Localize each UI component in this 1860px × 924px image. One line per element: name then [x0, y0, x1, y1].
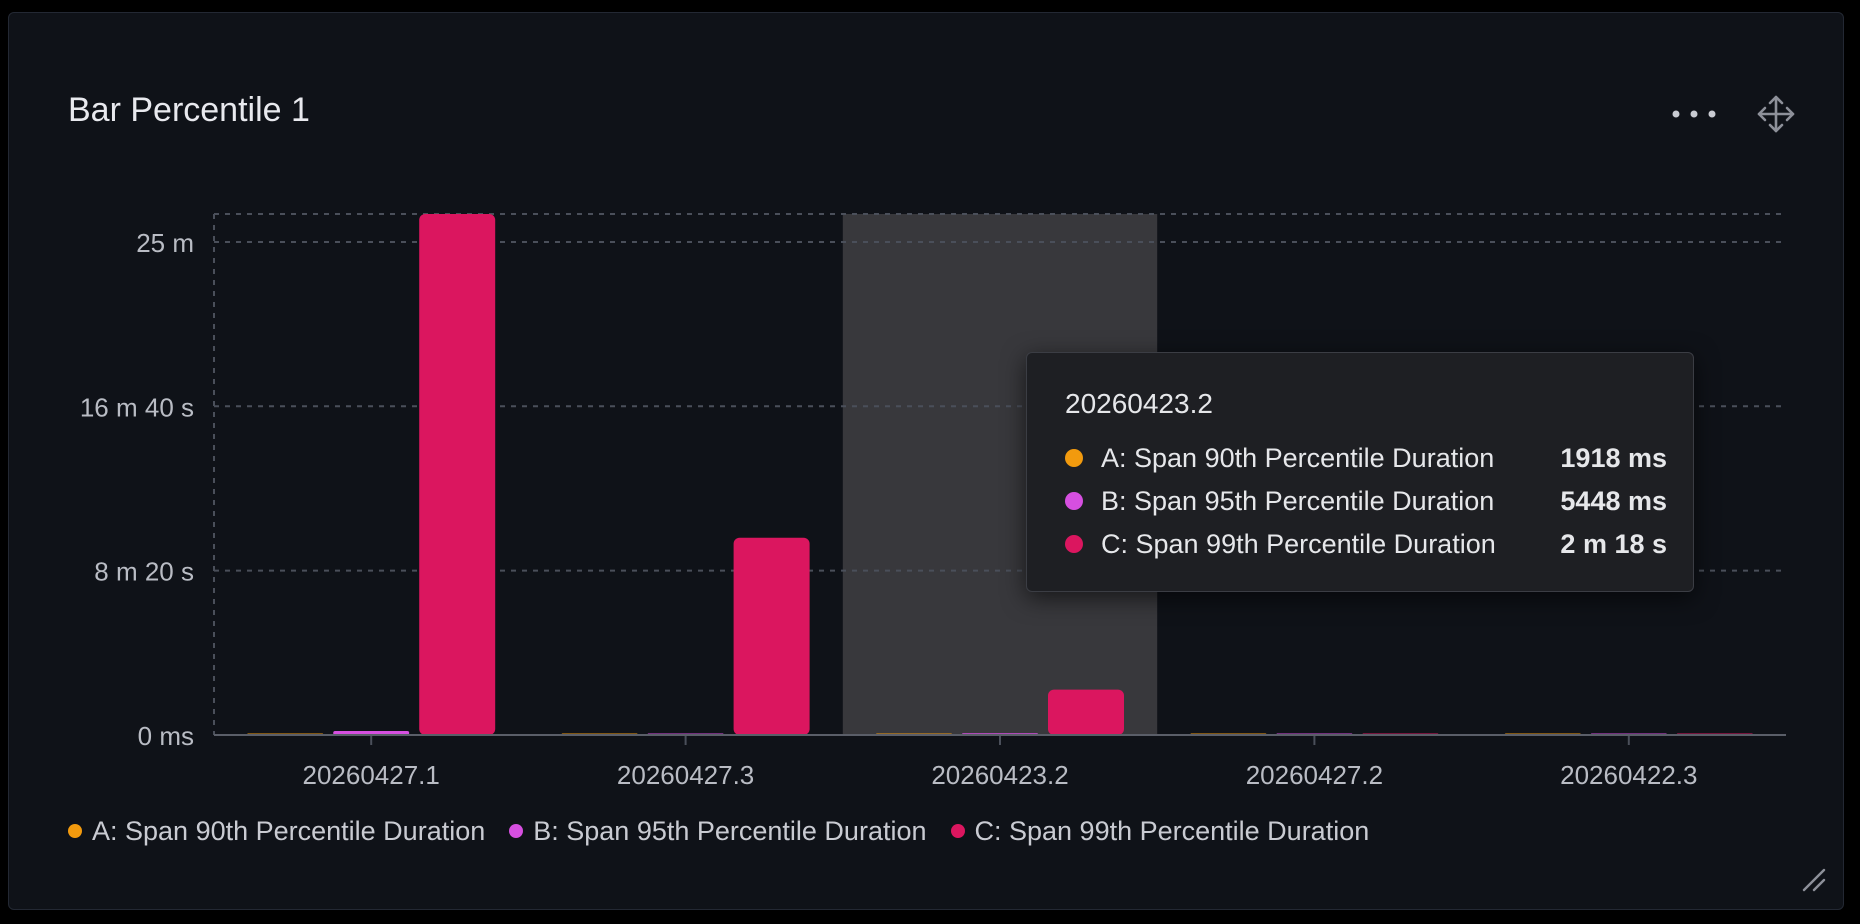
bar-c: [419, 214, 496, 735]
tooltip-row-label: A: Span 90th Percentile Duration: [1101, 443, 1495, 473]
series-c-dot: [1065, 535, 1083, 553]
legend-label: A: Span 90th Percentile Duration: [92, 815, 486, 846]
legend-item-b[interactable]: B: Span 95th Percentile Duration: [509, 815, 927, 847]
x-tick-label: 20260423.2: [931, 760, 1068, 790]
tooltip-row-value: 2 m 18 s: [1560, 529, 1667, 559]
chart-tooltip: 20260423.2 A: Span 90th Percentile Durat…: [1026, 352, 1694, 592]
series-b-dot: [509, 824, 524, 838]
bar-c: [733, 537, 810, 735]
panel-title: Bar Percentile 1: [68, 91, 310, 129]
y-tick-label: 25 m: [136, 228, 194, 258]
x-tick-label: 20260427.2: [1246, 760, 1383, 790]
move-arrows-icon: [1757, 95, 1795, 133]
bar-c: [1048, 689, 1124, 735]
legend-label: C: Span 99th Percentile Duration: [974, 815, 1370, 846]
series-b-dot: [1065, 492, 1083, 510]
legend-item-c[interactable]: C: Span 99th Percentile Duration: [950, 815, 1370, 847]
y-tick-label: 16 m 40 s: [80, 392, 194, 422]
tooltip-row-a: A: Span 90th Percentile Duration 1918 ms: [1065, 441, 1667, 475]
tooltip-row-c: C: Span 99th Percentile Duration 2 m 18 …: [1065, 527, 1667, 561]
series-c-dot: [950, 824, 965, 838]
tooltip-row-value: 1918 ms: [1560, 443, 1667, 473]
tooltip-row-value: 5448 ms: [1560, 486, 1667, 516]
tooltip-row-b: B: Span 95th Percentile Duration 5448 ms: [1065, 484, 1667, 518]
x-tick-label: 20260422.3: [1560, 760, 1697, 790]
resize-corner-icon[interactable]: [1800, 866, 1828, 894]
tooltip-title: 20260423.2: [1065, 388, 1213, 419]
x-tick-label: 20260427.1: [303, 760, 440, 790]
more-horizontal-icon: [1672, 110, 1716, 118]
y-tick-label: 0 ms: [138, 721, 194, 751]
panel-drag-handle[interactable]: [1748, 86, 1804, 142]
tooltip-row-label: C: Span 99th Percentile Duration: [1101, 529, 1496, 559]
legend-item-a[interactable]: A: Span 90th Percentile Duration: [68, 816, 485, 847]
tooltip-row-label: B: Span 95th Percentile Duration: [1101, 486, 1495, 516]
series-a-dot: [68, 824, 82, 838]
x-tick-label: 20260427.3: [617, 760, 754, 790]
legend-label: B: Span 95th Percentile Duration: [533, 815, 927, 846]
panel-menu-button[interactable]: [1666, 86, 1722, 142]
chart-legend: A: Span 90th Percentile Duration B: Span…: [68, 814, 1393, 848]
series-a-dot: [1065, 449, 1083, 467]
y-tick-label: 8 m 20 s: [94, 557, 194, 587]
